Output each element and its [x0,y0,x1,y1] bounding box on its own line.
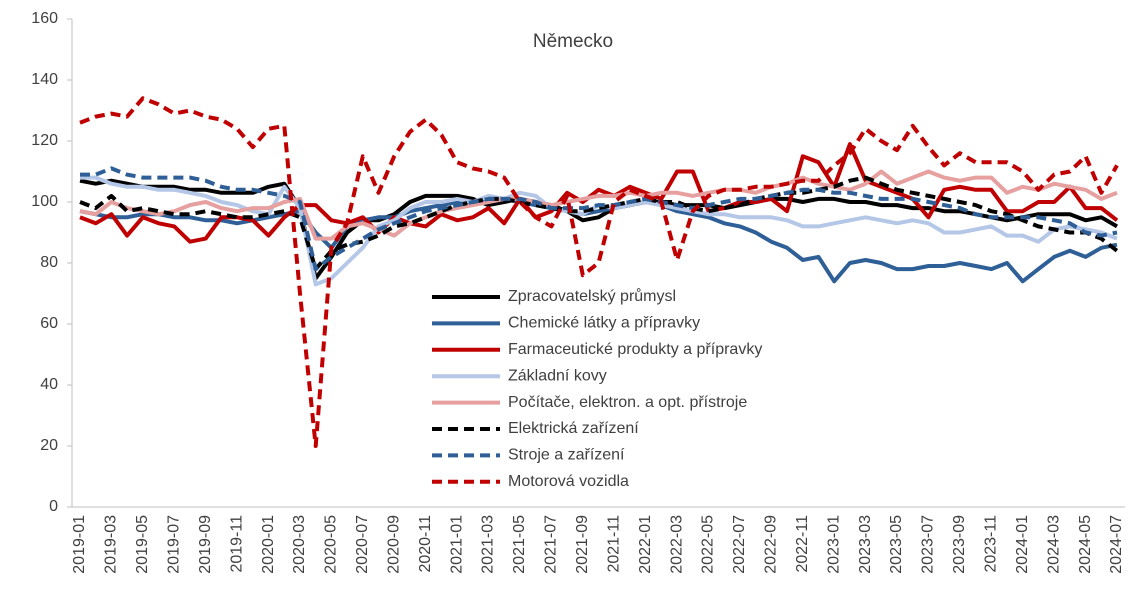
x-tick-label: 2022-11 [794,515,811,573]
x-tick-label: 2024-07 [1108,515,1125,574]
y-tick-label: 40 [40,376,58,393]
y-tick-label: 0 [49,498,58,515]
x-tick-label: 2020-11 [417,515,434,573]
x-tick-label: 2020-05 [323,515,340,574]
y-tick-label: 60 [40,315,58,332]
series-line [79,169,1118,241]
x-tick-label: 2020-07 [354,515,371,574]
x-tick-label: 2021-11 [605,515,622,573]
x-tick-label: 2021-01 [448,515,465,574]
y-tick-label: 80 [40,254,58,271]
series-line [79,178,1119,281]
x-tick-label: 2021-09 [574,515,591,574]
x-tick-label: 2024-05 [1077,515,1094,574]
y-tick-label: 20 [40,437,58,454]
x-tick-label: 2023-11 [983,515,1000,573]
legend-label: Stroje a zařízení [508,447,625,464]
x-tick-label: 2024-01 [1014,515,1031,574]
x-tick-label: 2019-01 [71,515,88,574]
x-tick-label: 2023-01 [825,515,842,574]
legend-box [425,282,825,496]
legend-label: Elektrická zařízení [508,420,639,437]
series-line [79,175,1119,272]
series-line [79,96,1119,448]
y-tick-label: 120 [31,132,58,149]
x-tick-label: 2019-03 [103,515,120,574]
legend-label: Počítače, elektron. a opt. přístroje [508,394,747,411]
x-tick-label: 2020-09 [385,515,402,574]
series-line [79,142,1119,244]
x-tick-label: 2022-01 [637,515,654,574]
x-tick-label: 2022-05 [700,515,717,574]
series-line [80,166,1118,272]
x-tick-label: 2019-11 [228,515,245,573]
x-tick-label: 2020-01 [260,515,277,574]
x-tick-label: 2022-09 [763,515,780,574]
x-tick-label: 2021-05 [511,515,528,574]
x-tick-label: 2019-07 [165,515,182,574]
y-tick-label: 140 [31,71,58,88]
x-tick-label: 2020-03 [291,515,308,574]
y-tick-label: 100 [31,193,58,210]
x-tick-label: 2021-03 [480,515,497,574]
x-tick-label: 2019-05 [134,515,151,574]
legend-label: Farmaceutické produkty a přípravky [508,341,762,358]
x-tick-label: 2021-07 [543,515,560,574]
legend-label: Základní kovy [508,367,607,384]
x-tick-label: 2024-03 [1045,515,1062,574]
x-tick-label: 2022-07 [731,515,748,574]
legend-label: Zpracovatelský průmysl [508,287,676,305]
x-tick-label: 2019-09 [197,515,214,574]
chart-title: Německo [533,31,613,52]
legend-label: Motorová vozidla [508,473,629,490]
x-tick-label: 2023-05 [888,515,905,574]
x-tick-label: 2023-03 [857,515,874,574]
legend-label: Chemické látky a přípravky [508,315,700,332]
x-tick-label: 2023-07 [920,515,937,574]
y-tick-label: 160 [31,10,58,27]
x-tick-label: 2022-03 [668,515,685,574]
x-tick-label: 2023-09 [951,515,968,574]
